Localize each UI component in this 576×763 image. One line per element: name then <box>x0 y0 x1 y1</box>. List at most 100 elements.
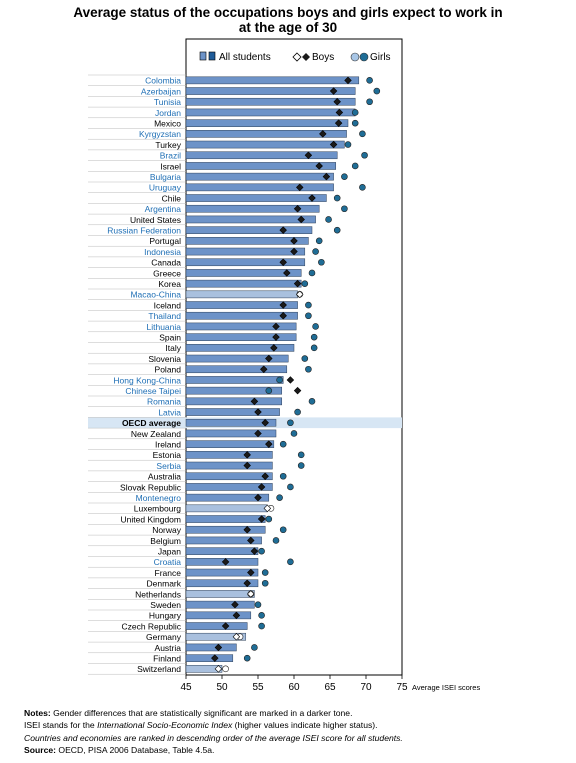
chart-title-line-2: at the age of 30 <box>238 20 338 35</box>
boys-marker-montenegro <box>254 493 262 502</box>
legend-boys-marker-dark <box>302 53 310 61</box>
bar-greece <box>185 269 302 277</box>
bar-oecd-average <box>185 418 277 427</box>
bar-germany <box>185 632 247 641</box>
girls-marker-france <box>261 569 269 576</box>
country-label-oecd-average: OECD average <box>122 418 181 428</box>
bar-new-zealand <box>185 429 277 438</box>
bar-bulgaria <box>185 172 334 181</box>
boys-marker-switzerland <box>214 665 223 673</box>
bar-hungary <box>185 611 252 620</box>
country-label-united-kingdom: United Kingdom <box>121 514 181 524</box>
country-label-japan: Japan <box>158 546 181 556</box>
bar-argentina <box>185 204 320 213</box>
country-label-brazil: Brazil <box>160 151 181 161</box>
bar-poland <box>185 365 288 374</box>
boys-marker-russian-federation <box>279 226 287 234</box>
country-label-kyrgyzstan: Kyrgyzstan <box>139 129 181 139</box>
boys-marker-hong-kong-china <box>286 376 295 384</box>
bar-denmark <box>185 579 259 588</box>
boys-marker-azerbaijan <box>329 87 338 95</box>
country-label-serbia: Serbia <box>156 461 181 471</box>
girls-marker-austria <box>251 644 258 651</box>
country-label-australia: Australia <box>148 472 181 482</box>
bar-montenegro <box>185 493 270 502</box>
boys-marker-canada <box>279 258 287 266</box>
bar-belgium <box>185 536 262 545</box>
girls-marker-norway <box>279 526 287 534</box>
boys-marker-israel <box>315 162 323 170</box>
bar-spain <box>185 333 297 341</box>
bar-united-states <box>185 215 316 224</box>
girls-marker-serbia <box>297 462 305 469</box>
legend-girls-marker-light <box>350 52 360 62</box>
girls-marker-colombia <box>366 77 373 84</box>
x-tick-label-45: 45 <box>180 682 192 693</box>
girls-marker-turkey <box>344 141 352 148</box>
source-text: OECD, PISA 2006 Database, Table 4.5a. <box>56 744 215 755</box>
bar-kyrgyzstan <box>185 130 347 138</box>
country-label-chinese-taipei: Chinese Taipei <box>125 386 181 396</box>
bar-russian-federation <box>185 226 313 234</box>
boys-marker-ireland <box>265 440 273 448</box>
notes-label: Notes: <box>24 708 51 718</box>
boys-marker-iceland <box>279 301 287 309</box>
boys-marker-thailand <box>279 312 287 320</box>
boys-marker-estonia <box>243 451 251 459</box>
girls-marker-indonesia <box>312 248 319 255</box>
legend-boys-label: Boys <box>312 52 334 63</box>
country-label-estonia: Estonia <box>153 450 182 460</box>
country-label-iceland: Iceland <box>154 300 182 310</box>
bar-chinese-taipei <box>185 386 283 395</box>
country-label-france: France <box>155 568 182 578</box>
boys-marker-romania <box>250 397 259 406</box>
bar-mexico <box>185 119 349 127</box>
girls-marker-sweden <box>254 601 262 608</box>
chart-title-line-1: Average status of the occupations boys a… <box>73 5 503 20</box>
boys-marker-kyrgyzstan <box>319 130 327 138</box>
boys-marker-serbia <box>243 461 251 470</box>
girls-marker-finland <box>243 654 251 662</box>
bar-ireland <box>185 440 275 448</box>
boys-marker-brazil <box>304 151 313 159</box>
boys-marker-slovenia <box>265 354 273 363</box>
country-label-hong-kong-china: Hong Kong-China <box>113 375 181 385</box>
boys-marker-argentina <box>293 205 302 213</box>
boys-marker-spain <box>272 333 280 341</box>
country-label-belgium: Belgium <box>150 536 181 546</box>
legend-girls-marker-dark <box>359 52 369 62</box>
boys-marker-turkey <box>329 140 338 149</box>
bar-azerbaijan <box>185 87 356 95</box>
country-label-united-states: United States <box>130 215 181 225</box>
girls-marker-lithuania <box>312 323 319 330</box>
girls-marker-romania <box>308 398 316 405</box>
boys-marker-lithuania <box>272 322 280 331</box>
x-tick-label-50: 50 <box>216 682 228 693</box>
note-isei-definition: ISEI stands for the International Socio-… <box>24 719 564 731</box>
girls-marker-kyrgyzstan <box>359 130 366 138</box>
legend-girls-label: Girls <box>370 52 391 63</box>
bar-canada <box>185 258 306 267</box>
x-tick-label-65: 65 <box>324 682 336 693</box>
girls-marker-hungary <box>258 612 265 619</box>
boys-marker-chile <box>308 194 316 202</box>
boys-marker-macao-china <box>296 290 304 299</box>
girls-marker-belgium <box>272 537 280 544</box>
x-tick-label-55: 55 <box>252 682 264 693</box>
bar-turkey <box>185 140 345 149</box>
boys-marker-bulgaria <box>322 172 331 181</box>
country-label-portugal: Portugal <box>149 236 181 246</box>
chart-notes: Notes: Gender differences that are stati… <box>24 707 564 756</box>
bar-brazil <box>185 151 338 160</box>
girls-marker-ireland <box>279 440 287 448</box>
country-label-romania: Romania <box>147 397 181 407</box>
boys-marker-latvia <box>254 408 262 416</box>
bar-indonesia <box>185 247 306 256</box>
source-label: Source: <box>24 744 56 755</box>
bar-austria <box>185 643 237 652</box>
country-label-montenegro: Montenegro <box>136 493 182 503</box>
country-label-lithuania: Lithuania <box>146 322 181 332</box>
note-isei-prefix: ISEI stands for the <box>24 720 98 731</box>
country-label-canada: Canada <box>151 258 181 268</box>
boys-marker-korea <box>293 279 302 288</box>
